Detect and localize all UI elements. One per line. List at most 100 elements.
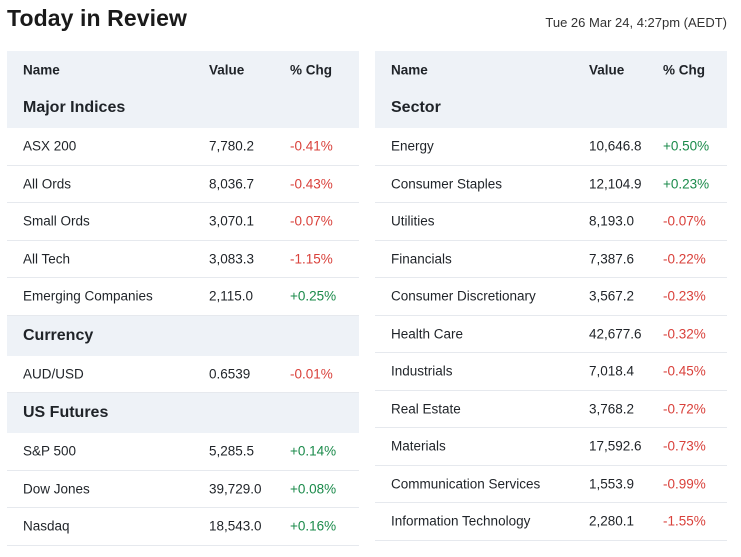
row-name: Dow Jones: [23, 481, 90, 497]
row-change: -0.41%: [290, 138, 333, 154]
row-name: Information Technology: [391, 513, 531, 529]
table-row[interactable]: Energy 10,646.8 +0.50%: [375, 128, 727, 166]
column-header-chg: % Chg: [290, 62, 332, 77]
row-name: Real Estate: [391, 401, 461, 417]
row-value: 0.6539: [209, 366, 251, 382]
row-value: 5,285.5: [209, 443, 255, 459]
row-change: +0.16%: [290, 518, 337, 534]
row-change: -1.55%: [663, 513, 706, 529]
row-name: Consumer Discretionary: [391, 288, 536, 304]
column-header-name: Name: [391, 62, 428, 77]
table-row[interactable]: S&P 500 5,285.5 +0.14%: [7, 433, 359, 471]
table-row[interactable]: Real Estate 3,768.2 -0.72%: [375, 391, 727, 428]
row-name: Consumer Staples: [391, 176, 503, 192]
table-header: Name Value % Chg: [375, 51, 727, 88]
row-name: All Tech: [23, 251, 71, 267]
row-name: Health Care: [391, 326, 464, 342]
row-change: -0.45%: [663, 363, 706, 379]
row-name: Industrials: [391, 363, 453, 379]
row-name: Nasdaq: [23, 518, 70, 534]
row-value: 3,070.1: [209, 213, 255, 229]
row-name: S&P 500: [23, 443, 77, 459]
row-change: +0.08%: [290, 481, 337, 497]
row-name: Emerging Companies: [23, 288, 153, 304]
section-title: Major Indices: [23, 99, 126, 116]
row-name: Financials: [391, 251, 452, 267]
row-value: 42,677.6: [589, 326, 642, 342]
row-value: 7,018.4: [589, 363, 635, 379]
section-header: US Futures: [7, 393, 359, 433]
row-value: 2,280.1: [589, 513, 635, 529]
table-row[interactable]: Small Ords 3,070.1 -0.07%: [7, 203, 359, 241]
sector-table: Name Value % Chg Sector Energy 10,646.8 +0.…: [375, 51, 727, 541]
row-change: +0.25%: [290, 288, 337, 304]
table-row[interactable]: Industrials 7,018.4 -0.45%: [375, 353, 727, 391]
row-change: -0.22%: [663, 251, 706, 267]
indices-table: Name Value % Chg Major Indices ASX 200 7,7…: [7, 51, 359, 546]
table-row[interactable]: Nasdaq 18,543.0 +0.16%: [7, 508, 359, 546]
table-row[interactable]: Information Technology 2,280.1 -1.55%: [375, 503, 727, 541]
column-header-value: Value: [209, 62, 245, 77]
table-row[interactable]: Utilities 8,193.0 -0.07%: [375, 203, 727, 241]
row-value: 17,592.6: [589, 438, 642, 454]
section-header: Sector: [375, 88, 727, 128]
section-title: Currency: [23, 326, 94, 344]
row-name: Communication Services: [391, 476, 541, 492]
timestamp: Tue 26 Mar 24, 4:27pm (AEDT): [545, 15, 727, 30]
row-value: 3,567.2: [589, 288, 635, 304]
column-header-value: Value: [589, 62, 625, 77]
table-row[interactable]: All Ords 8,036.7 -0.43%: [7, 166, 359, 203]
row-change: -0.23%: [663, 288, 706, 304]
row-change: -0.32%: [663, 326, 706, 342]
row-change: +0.50%: [663, 138, 710, 154]
row-name: All Ords: [23, 176, 72, 192]
section-title: Sector: [391, 99, 441, 116]
row-value: 10,646.8: [589, 138, 642, 154]
row-change: -0.43%: [290, 176, 333, 192]
row-value: 7,387.6: [589, 251, 635, 267]
page-title: Today in Review: [7, 5, 188, 31]
table-header: Name Value % Chg: [7, 51, 359, 88]
row-change: -0.99%: [663, 476, 706, 492]
row-value: 39,729.0: [209, 481, 262, 497]
row-change: -1.15%: [290, 251, 333, 267]
row-value: 2,115.0: [209, 288, 254, 304]
row-change: +0.14%: [290, 443, 337, 459]
table-row[interactable]: Health Care 42,677.6 -0.32%: [375, 316, 727, 353]
table-row[interactable]: Consumer Staples 12,104.9 +0.23%: [375, 166, 727, 203]
table-row[interactable]: AUD/USD 0.6539 -0.01%: [7, 356, 359, 393]
row-name: Small Ords: [23, 213, 90, 229]
row-name: ASX 200: [23, 138, 77, 154]
row-change: -0.07%: [290, 213, 333, 229]
table-row[interactable]: All Tech 3,083.3 -1.15%: [7, 241, 359, 278]
table-row[interactable]: Dow Jones 39,729.0 +0.08%: [7, 471, 359, 508]
row-value: 1,553.9: [589, 476, 635, 492]
row-name: Energy: [391, 138, 434, 154]
row-value: 7,780.2: [209, 138, 255, 154]
row-change: -0.01%: [290, 366, 333, 382]
column-header-chg: % Chg: [663, 62, 705, 77]
table-row[interactable]: ASX 200 7,780.2 -0.41%: [7, 128, 359, 166]
section-header: Currency: [7, 315, 359, 356]
row-value: 3,768.2: [589, 401, 635, 417]
row-change: +0.23%: [663, 176, 710, 192]
row-value: 18,543.0: [209, 518, 262, 534]
row-change: -0.72%: [663, 401, 706, 417]
row-name: Utilities: [391, 213, 435, 229]
row-change: -0.07%: [663, 213, 706, 229]
row-value: 12,104.9: [589, 176, 642, 192]
row-value: 8,036.7: [209, 176, 255, 192]
table-row[interactable]: Materials 17,592.6 -0.73%: [375, 428, 727, 466]
table-row[interactable]: Emerging Companies 2,115.0 +0.25%: [7, 278, 359, 316]
row-value: 8,193.0: [589, 213, 635, 229]
section-title: US Futures: [23, 404, 109, 421]
column-header-name: Name: [23, 62, 60, 77]
section-header: Major Indices: [7, 88, 359, 128]
table-row[interactable]: Communication Services 1,553.9 -0.99%: [375, 466, 727, 503]
table-row[interactable]: Financials 7,387.6 -0.22%: [375, 241, 727, 278]
row-value: 3,083.3: [209, 251, 255, 267]
row-change: -0.73%: [663, 438, 706, 454]
row-name: AUD/USD: [23, 366, 84, 382]
table-row[interactable]: Consumer Discretionary 3,567.2 -0.23%: [375, 278, 727, 316]
row-name: Materials: [391, 438, 446, 454]
